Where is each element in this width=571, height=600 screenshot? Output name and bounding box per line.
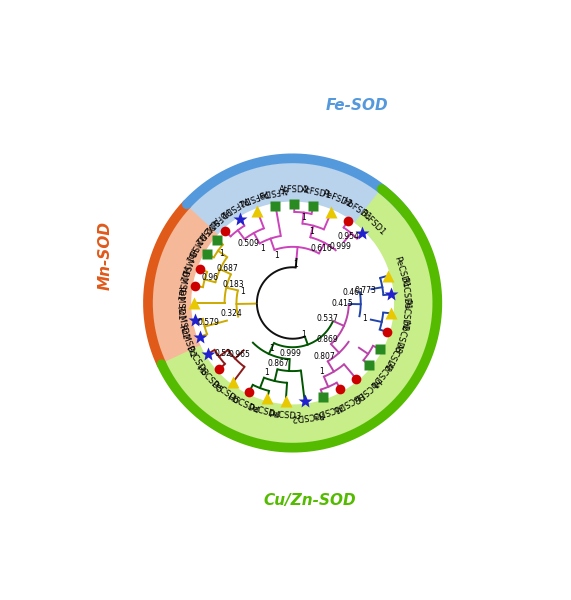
- Text: PeCSD4: PeCSD4: [246, 404, 280, 421]
- Text: RcMSD2: RcMSD2: [174, 305, 188, 341]
- Text: 0.687: 0.687: [216, 264, 238, 273]
- Polygon shape: [153, 208, 218, 362]
- Text: Fe-SOD: Fe-SOD: [326, 98, 389, 113]
- Text: 0.965: 0.965: [228, 350, 250, 359]
- Text: 0.509: 0.509: [237, 239, 259, 248]
- Text: 1: 1: [363, 314, 367, 323]
- Text: 1: 1: [274, 251, 279, 260]
- Text: HbCSD5: HbCSD5: [194, 363, 223, 395]
- Text: 1: 1: [260, 244, 265, 253]
- Text: 1: 1: [219, 249, 224, 258]
- Text: PeCSD1: PeCSD1: [393, 255, 411, 289]
- Text: 0.869: 0.869: [316, 335, 338, 344]
- Text: 1: 1: [301, 212, 305, 221]
- Text: 0.999: 0.999: [329, 242, 351, 251]
- Text: RcFSD2: RcFSD2: [216, 194, 249, 220]
- Text: PeFSD1: PeFSD1: [236, 187, 268, 207]
- Text: 0.461: 0.461: [343, 288, 365, 297]
- Text: Cu/Zn-SOD: Cu/Zn-SOD: [263, 493, 356, 508]
- Text: AtCSD2: AtCSD2: [381, 340, 404, 372]
- Text: AtFSD2: AtFSD2: [279, 185, 310, 194]
- Text: 1: 1: [264, 368, 268, 377]
- Text: 0.415: 0.415: [332, 299, 353, 308]
- Text: 1: 1: [269, 344, 274, 353]
- Text: PeCSD3: PeCSD3: [268, 410, 301, 422]
- Text: RcMSD1: RcMSD1: [176, 324, 196, 359]
- Text: PeMSD1: PeMSD1: [175, 286, 184, 320]
- Text: 0.867: 0.867: [268, 359, 289, 368]
- Text: HbFSD2: HbFSD2: [200, 206, 231, 235]
- Text: RcCSD1: RcCSD1: [400, 276, 411, 310]
- Text: 0.999: 0.999: [279, 349, 301, 358]
- Text: HbMSD2: HbMSD2: [176, 246, 196, 283]
- Text: HbCSD3: HbCSD3: [392, 318, 410, 354]
- Text: 0.52: 0.52: [214, 349, 231, 358]
- Text: 0.537: 0.537: [317, 314, 339, 323]
- Text: HbCSD1: HbCSD1: [330, 389, 365, 415]
- Text: RcCSD3: RcCSD3: [183, 344, 208, 378]
- Text: HbFSD1: HbFSD1: [340, 196, 372, 222]
- Text: 0.807: 0.807: [313, 352, 336, 361]
- Text: 0.773: 0.773: [355, 286, 376, 295]
- Text: 1: 1: [240, 287, 246, 296]
- Polygon shape: [191, 163, 403, 240]
- Text: AtMSD2: AtMSD2: [192, 215, 220, 246]
- Text: PeCSD5: PeCSD5: [208, 380, 240, 407]
- Text: 1: 1: [301, 329, 307, 338]
- Text: AtCSD1: AtCSD1: [367, 359, 394, 389]
- Text: Mn-SOD: Mn-SOD: [98, 221, 113, 290]
- Text: 1: 1: [319, 367, 324, 376]
- Text: HbMSD1: HbMSD1: [174, 265, 189, 302]
- Polygon shape: [166, 193, 432, 443]
- Text: 0.96: 0.96: [202, 273, 219, 282]
- Text: 0.324: 0.324: [220, 309, 242, 318]
- Text: 0.954: 0.954: [337, 232, 359, 241]
- Text: AtFSD3: AtFSD3: [257, 184, 289, 199]
- Text: PeFSD2: PeFSD2: [320, 188, 353, 209]
- Text: 1: 1: [309, 227, 314, 236]
- Text: 0.579: 0.579: [198, 318, 219, 327]
- Text: HbCSD2: HbCSD2: [349, 375, 381, 404]
- Text: 0.183: 0.183: [223, 280, 244, 289]
- Text: AtFSD1: AtFSD1: [300, 185, 332, 200]
- Text: 1: 1: [293, 260, 299, 269]
- Text: AtMSD1: AtMSD1: [183, 230, 207, 263]
- Text: PeCSD2: PeCSD2: [399, 298, 411, 332]
- Text: HbCSD4: HbCSD4: [226, 393, 260, 416]
- Text: RcCSD2: RcCSD2: [289, 409, 324, 422]
- Text: AtCSD3: AtCSD3: [311, 401, 344, 420]
- Text: 0.616: 0.616: [311, 244, 333, 253]
- Text: RcFSD1: RcFSD1: [358, 208, 387, 238]
